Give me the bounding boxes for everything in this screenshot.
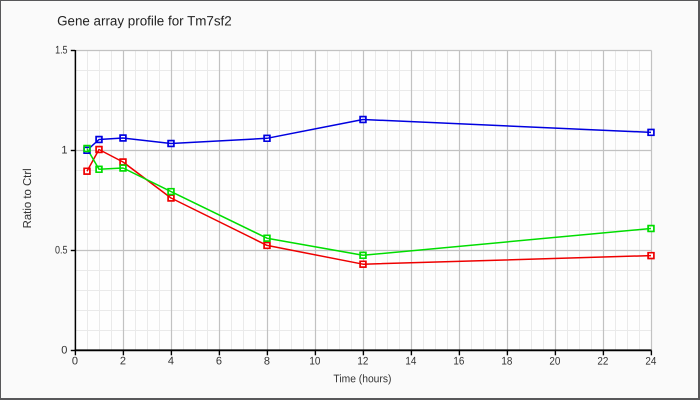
svg-text:6: 6 bbox=[216, 355, 222, 367]
svg-text:10: 10 bbox=[309, 355, 320, 367]
svg-text:Time (hours): Time (hours) bbox=[333, 373, 391, 385]
svg-text:24: 24 bbox=[645, 356, 656, 368]
svg-text:1: 1 bbox=[61, 144, 67, 156]
svg-text:0.5: 0.5 bbox=[55, 244, 68, 256]
svg-text:12: 12 bbox=[357, 355, 368, 367]
svg-text:22: 22 bbox=[597, 356, 608, 368]
svg-text:18: 18 bbox=[501, 356, 512, 368]
svg-text:0: 0 bbox=[72, 355, 78, 367]
svg-text:16: 16 bbox=[453, 356, 464, 368]
svg-text:4: 4 bbox=[168, 355, 174, 367]
svg-text:Gene array profile for Tm7sf2: Gene array profile for Tm7sf2 bbox=[57, 13, 232, 28]
svg-text:2: 2 bbox=[120, 355, 126, 367]
svg-text:0: 0 bbox=[61, 344, 67, 356]
svg-text:Ratio to Ctrl: Ratio to Ctrl bbox=[22, 168, 34, 228]
svg-text:1.5: 1.5 bbox=[55, 44, 68, 56]
svg-text:20: 20 bbox=[549, 356, 560, 368]
svg-text:8: 8 bbox=[264, 355, 270, 367]
svg-text:14: 14 bbox=[405, 356, 416, 368]
